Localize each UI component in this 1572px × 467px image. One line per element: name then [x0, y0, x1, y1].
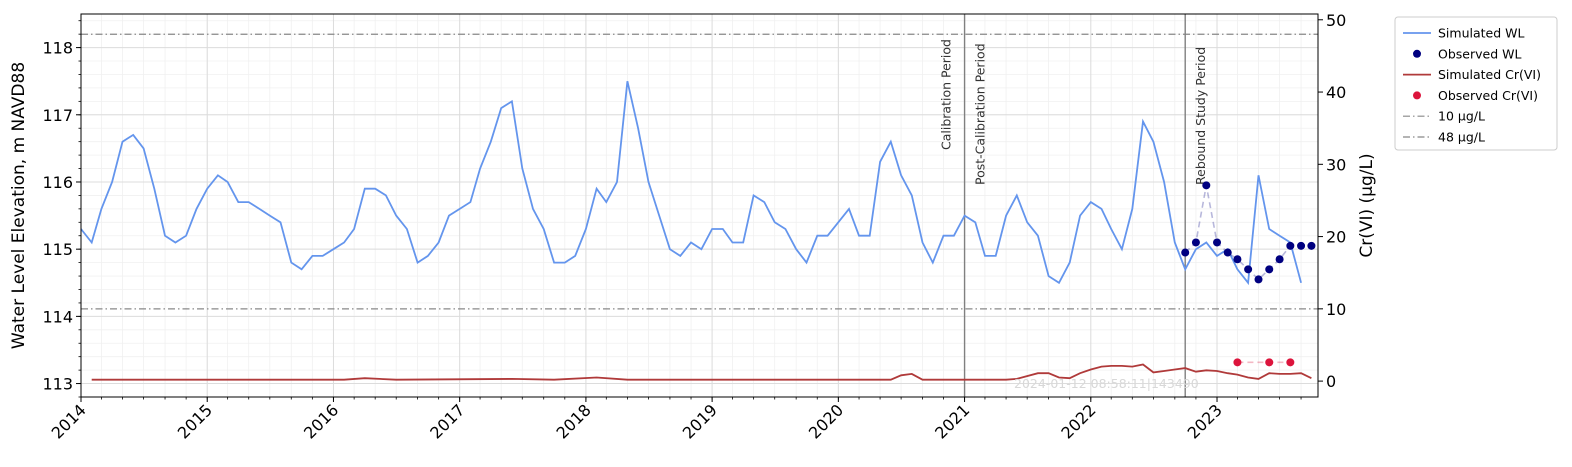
y-left-tick-label: 115	[42, 240, 73, 259]
plot-frame	[80, 13, 1319, 398]
observed-wl-point	[1223, 248, 1232, 257]
x-tick-label: 2022	[1057, 400, 1099, 442]
period-label: Post-Calibration Period	[973, 43, 988, 185]
observed-wl-point	[1254, 275, 1263, 284]
legend-entry-label: Observed WL	[1438, 46, 1521, 61]
observed-wl-point	[1307, 241, 1316, 250]
x-tick-label: 2016	[300, 400, 342, 442]
y-left-tick-label: 117	[42, 106, 73, 125]
period-label: Rebound Study Period	[1193, 47, 1208, 185]
observed-wl-point	[1233, 255, 1242, 264]
simulated-cr-line	[91, 363, 1312, 381]
observed-wl-connector	[1184, 185, 1312, 281]
observed-wl-point	[1297, 241, 1306, 250]
x-tick-label: 2023	[1184, 400, 1226, 442]
x-tick-label: 2014	[48, 400, 90, 442]
legend-entry-label: 48 µg/L	[1438, 130, 1485, 145]
observed-cr-point	[1233, 358, 1242, 367]
y-left-tick-label: 118	[42, 39, 73, 58]
observed-wl-point	[1275, 255, 1284, 264]
x-tick-label: 2017	[426, 400, 468, 442]
simulated-wl-line	[80, 81, 1302, 286]
observed-cr-point	[1265, 358, 1274, 367]
y-left-tick-label: 113	[42, 375, 73, 394]
x-tick-label: 2020	[805, 400, 847, 442]
legend-entry-label: Observed Cr(VI)	[1438, 88, 1538, 103]
period-lines: Calibration Period Post-Calibration Perio…	[939, 14, 1208, 397]
observed-cr-point	[1286, 358, 1295, 367]
y-right-tick-label: 30	[1326, 155, 1346, 174]
observed-wl-point	[1265, 265, 1274, 274]
observed-wl-point	[1244, 265, 1253, 274]
x-tick-label: 2021	[931, 400, 973, 442]
y-axis-left-label: Water Level Elevation, m NAVD88	[9, 62, 29, 349]
legend-entry-label: 10 µg/L	[1438, 109, 1485, 124]
series-layer	[80, 81, 1316, 381]
x-tick-label: 2018	[552, 400, 594, 442]
y-right-tick-label: 0	[1326, 372, 1336, 391]
legend: Simulated WL Observed WL Simulated Cr(VI) O…	[1394, 16, 1558, 151]
y-right-tick-label: 50	[1326, 11, 1346, 30]
y-axis-right-label: Cr(VI) (µg/L)	[1357, 153, 1377, 257]
legend-box	[1394, 16, 1558, 151]
y-right-tick-label: 20	[1326, 228, 1346, 247]
legend-entry-label: Simulated WL	[1438, 26, 1524, 41]
observed-wl-point	[1191, 238, 1200, 247]
period-label: Calibration Period	[939, 39, 954, 150]
x-tick-label: 2019	[679, 400, 721, 442]
observed-wl-point	[1286, 241, 1295, 250]
y-left-tick-label: 114	[42, 307, 73, 326]
y-right-tick-label: 40	[1326, 83, 1346, 102]
threshold-lines	[81, 33, 1318, 310]
legend-entry-label: Simulated Cr(VI)	[1438, 67, 1541, 82]
observed-wl-point	[1181, 248, 1190, 257]
observed-wl-point	[1202, 181, 1211, 190]
x-tick-label: 2015	[174, 400, 216, 442]
legend-swatch-dot	[1413, 49, 1421, 58]
legend-swatch-dot	[1413, 91, 1421, 100]
timestamp-label: 2024-01-12 08:58:11|143490	[1014, 376, 1199, 391]
y-left-tick-label: 116	[42, 173, 73, 192]
observed-wl-point	[1213, 238, 1222, 247]
y-right-tick-label: 10	[1326, 300, 1346, 319]
